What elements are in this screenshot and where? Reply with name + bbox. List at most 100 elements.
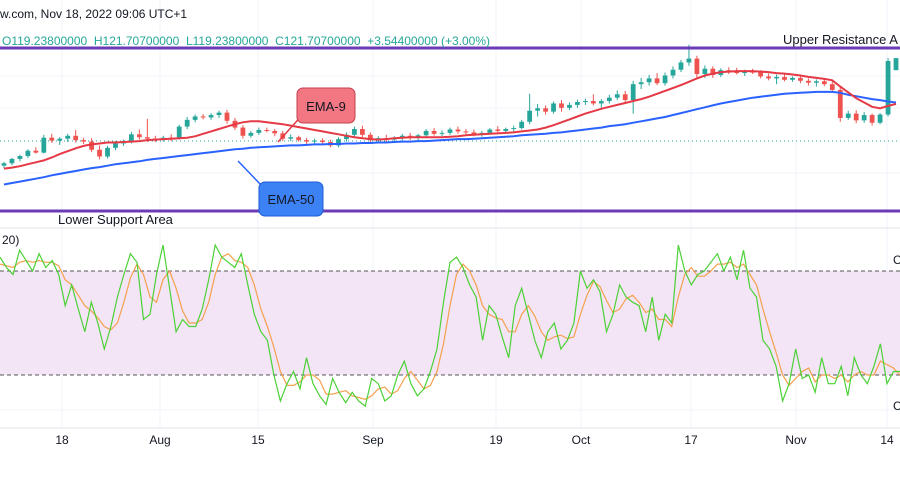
- candle: [248, 130, 254, 138]
- candle: [184, 116, 190, 130]
- candle: [535, 103, 540, 117]
- candle: [224, 109, 230, 124]
- time-axis-tick: 14: [880, 433, 894, 447]
- candle: [49, 133, 55, 144]
- candle: [41, 134, 47, 154]
- candle: [590, 94, 596, 106]
- candle: [527, 93, 533, 125]
- candle: [192, 114, 198, 123]
- stochastic-label: 20): [2, 233, 19, 247]
- candle: [344, 132, 349, 142]
- candle: [670, 66, 676, 79]
- candle: [551, 101, 556, 114]
- candle: [431, 128, 437, 136]
- upper-resistance-label: Upper Resistance A: [783, 32, 898, 47]
- candle: [73, 129, 79, 143]
- stochastic-band: [0, 271, 900, 375]
- candle: [766, 73, 771, 81]
- candle: [662, 72, 668, 86]
- candle: [567, 102, 572, 111]
- candle: [256, 127, 262, 135]
- stochastic-upper-tick: C: [893, 253, 900, 267]
- time-axis-tick: Nov: [785, 433, 806, 447]
- candle: [782, 74, 787, 82]
- candle: [81, 137, 87, 144]
- candle: [200, 114, 206, 120]
- time-axis: 18 Aug 15 Sep 19 Oct 17 Nov 14: [55, 433, 894, 447]
- header-source-date: w.com, Nov 18, 2022 09:06 UTC+1: [0, 7, 187, 21]
- candle: [678, 60, 684, 73]
- time-axis-tick: 18: [55, 433, 69, 447]
- candle: [829, 81, 835, 92]
- candle: [622, 90, 628, 103]
- candle: [336, 137, 341, 148]
- candle: [694, 55, 700, 78]
- candle: [455, 126, 461, 134]
- time-axis-tick: Oct: [572, 433, 591, 447]
- header-ohlc: O119.23800000 H121.70700000 L119.2380000…: [2, 34, 490, 48]
- candle: [543, 105, 548, 115]
- candle: [583, 98, 588, 105]
- candle: [869, 113, 875, 126]
- candle: [144, 118, 150, 143]
- candle: [606, 94, 612, 104]
- time-axis-tick: 17: [684, 433, 698, 447]
- candle: [1, 161, 7, 169]
- ema50-line: [3, 90, 897, 186]
- candle: [17, 154, 23, 162]
- candle: [821, 78, 827, 87]
- candle: [598, 99, 604, 108]
- candle: [216, 110, 222, 118]
- candle: [65, 133, 71, 143]
- candle: [893, 58, 899, 71]
- candle: [630, 80, 636, 114]
- candle: [646, 75, 652, 86]
- candle: [853, 110, 859, 124]
- stochastic-lower-tick: C: [893, 399, 900, 413]
- time-axis-tick: Sep: [362, 433, 384, 447]
- candle: [654, 73, 660, 86]
- candle: [105, 145, 110, 159]
- candle: [208, 113, 214, 120]
- ema9-line: [3, 70, 897, 170]
- candle: [774, 74, 779, 85]
- ema50-callout-pointer: [237, 160, 263, 187]
- candles-layer: [1, 44, 899, 169]
- candle: [33, 147, 39, 154]
- candle: [25, 149, 31, 158]
- candle: [439, 130, 445, 137]
- candle: [575, 99, 580, 108]
- candle: [352, 126, 357, 138]
- candle: [559, 100, 564, 112]
- ema50-callout: [258, 181, 324, 217]
- candle: [845, 110, 851, 120]
- candle: [861, 112, 867, 123]
- candle: [790, 76, 795, 82]
- ema9-callout-label: EMA-9: [306, 99, 346, 114]
- candle: [885, 58, 891, 117]
- candle: [97, 145, 102, 160]
- candle: [495, 126, 501, 134]
- candle: [57, 137, 63, 145]
- lower-support-label: Lower Support Area: [58, 212, 174, 227]
- candle: [9, 157, 15, 166]
- candle: [447, 127, 453, 135]
- candle: [304, 137, 310, 144]
- candle: [176, 124, 182, 140]
- candle: [638, 77, 644, 89]
- candle: [511, 125, 517, 132]
- candle: [264, 127, 270, 133]
- ema9-callout: [296, 87, 356, 124]
- candle: [837, 86, 843, 122]
- candle: [360, 125, 365, 138]
- ema50-callout-label: EMA-50: [268, 192, 315, 207]
- time-axis-tick: 19: [489, 433, 503, 447]
- candle: [288, 134, 294, 142]
- candle: [806, 78, 811, 86]
- candle: [272, 129, 278, 137]
- stochastic-d-line: [0, 252, 900, 400]
- candle: [519, 119, 525, 130]
- candle: [367, 132, 373, 144]
- time-axis-tick: 15: [251, 433, 265, 447]
